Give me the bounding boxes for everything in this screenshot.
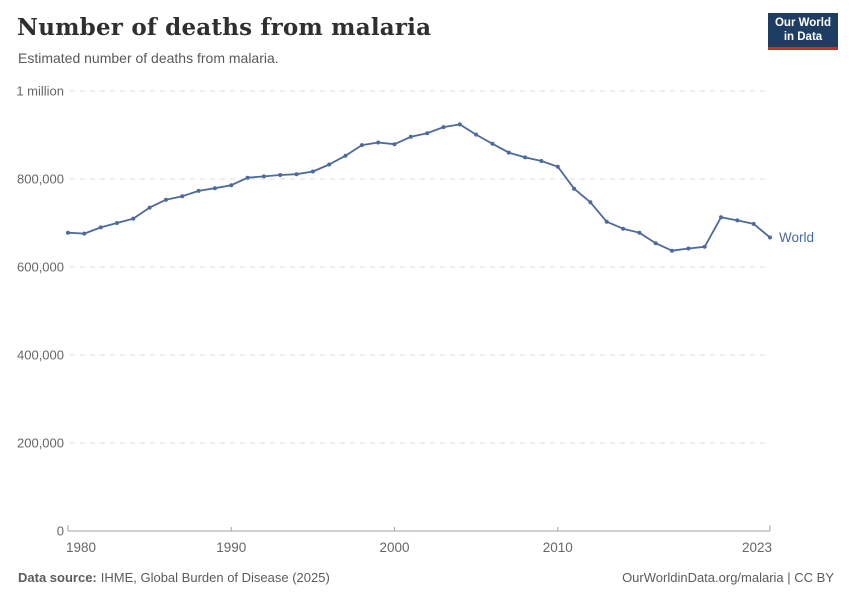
data-point <box>66 230 70 235</box>
data-point <box>653 241 658 246</box>
data-point <box>425 131 430 136</box>
y-tick-label: 1 million <box>16 84 64 99</box>
x-tick-label: 1990 <box>216 540 246 555</box>
data-point <box>115 221 119 225</box>
y-tick-label: 400,000 <box>17 348 64 363</box>
data-point <box>392 142 397 147</box>
x-tick-label: 1980 <box>66 540 96 555</box>
data-point <box>147 205 152 210</box>
data-point <box>572 186 577 191</box>
owid-logo: Our World in Data <box>768 13 838 50</box>
data-point <box>686 246 691 251</box>
logo-line1: Our World <box>774 17 831 29</box>
data-point <box>735 218 740 223</box>
y-tick-label: 600,000 <box>17 260 64 275</box>
data-point <box>506 150 511 155</box>
series-end-label: World <box>779 230 814 245</box>
chart-subtitle: Estimated number of deaths from malaria. <box>18 50 279 66</box>
data-point <box>278 173 283 177</box>
data-point <box>98 225 103 230</box>
x-tick-label: 2000 <box>379 540 409 555</box>
data-point <box>474 132 479 137</box>
data-point <box>245 175 250 180</box>
data-point <box>164 197 168 202</box>
data-source: Data source: IHME, Global Burden of Disea… <box>18 570 330 585</box>
license-text: OurWorldinData.org/malaria | CC BY <box>622 570 834 585</box>
data-point <box>359 143 364 148</box>
data-point <box>441 125 446 130</box>
data-point <box>82 231 87 236</box>
chart-header: Number of deaths from malaria Estimated … <box>17 14 431 67</box>
data-point <box>588 200 593 205</box>
data-point <box>261 174 266 179</box>
data-point <box>408 134 413 139</box>
data-point <box>376 140 381 145</box>
y-tick-label: 0 <box>57 524 64 539</box>
data-point <box>621 226 626 231</box>
data-point <box>294 172 299 177</box>
logo-line2: in Data <box>783 30 823 43</box>
chart-title: Number of deaths from malaria <box>17 14 432 41</box>
data-point <box>229 183 234 188</box>
data-point <box>212 186 217 191</box>
data-point <box>637 230 642 235</box>
data-point <box>719 215 723 220</box>
x-tick-label: 2023 <box>742 540 772 555</box>
y-tick-label: 800,000 <box>17 172 64 187</box>
data-point <box>555 164 560 169</box>
data-point <box>490 141 495 146</box>
data-line <box>67 123 771 252</box>
data-source-value: IHME, Global Burden of Disease (2025) <box>100 570 330 585</box>
data-point <box>523 155 528 160</box>
data-point <box>343 153 348 158</box>
data-point <box>670 248 674 253</box>
y-tick-label: 200,000 <box>17 436 64 451</box>
data-point <box>457 122 462 127</box>
data-point <box>768 235 772 240</box>
data-point <box>131 216 136 221</box>
data-point <box>327 162 332 167</box>
data-point <box>751 221 756 226</box>
x-tick-label: 2010 <box>543 540 573 555</box>
data-point <box>196 188 201 193</box>
data-point <box>604 219 609 224</box>
data-source-label: Data source: <box>18 570 97 585</box>
data-point <box>539 159 544 163</box>
chart-footer: Data source: IHME, Global Burden of Disea… <box>18 570 834 585</box>
data-point <box>310 169 315 174</box>
data-point <box>702 244 707 249</box>
data-point <box>180 194 185 199</box>
